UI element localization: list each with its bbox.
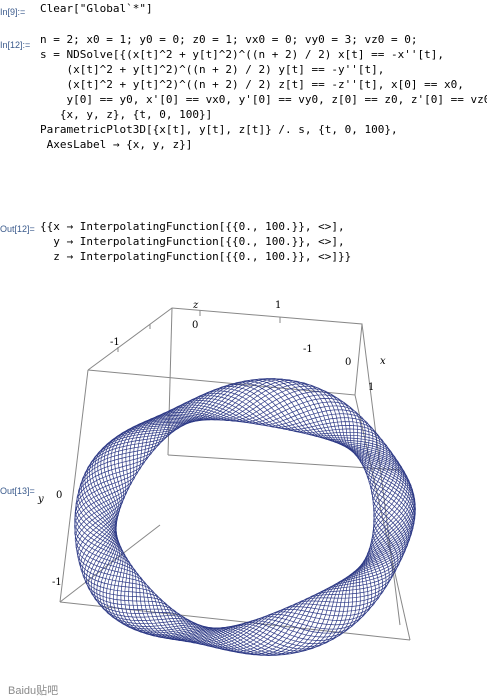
in12-code-line-1: s = NDSolve[{(x[t]^2 + y[t]^2)^((n + 2) … xyxy=(40,48,444,61)
in12-code-line-7: AxesLabel → {x, y, z}] xyxy=(40,138,193,151)
tick-right-minus1: -1 xyxy=(303,344,313,355)
box-top-face xyxy=(87,307,363,396)
box-edge-front-right xyxy=(354,394,411,641)
trajectory-loop-7 xyxy=(83,378,407,649)
box-edge-bottom-left xyxy=(59,524,161,603)
parametric-plot-3d[interactable]: 0 1 z -1 -1 0 1 x y 0 -1 xyxy=(0,290,487,700)
out12-code-line-0: {{x → InterpolatingFunction[{{0., 100.}}… xyxy=(40,220,345,233)
axis-label-y: y xyxy=(37,494,44,505)
in12-code-line-4: y[0] == y0, x'[0] == vx0, y'[0] == vy0, … xyxy=(40,93,487,106)
trajectory-loop-23 xyxy=(74,394,416,647)
trajectory-loop-8 xyxy=(86,378,404,650)
in12-code-line-6: ParametricPlot3D[{x[t], y[t], z[t]} /. s… xyxy=(40,123,398,136)
code-line-clear[interactable]: Clear["Global`*"] xyxy=(40,2,153,15)
tick-right-0: 0 xyxy=(345,357,351,368)
trajectory-loop-10 xyxy=(90,380,400,652)
trajectory-loop-14 xyxy=(84,388,406,656)
cell-label-in12: In[12]:= xyxy=(0,40,31,50)
trajectory-loop-6 xyxy=(81,378,409,648)
cell-label-out12: Out[12]= xyxy=(0,224,35,234)
trajectory-loop-15 xyxy=(82,390,408,656)
top-axis-ticks xyxy=(117,310,281,352)
tick-top-minus1: -1 xyxy=(110,337,120,348)
baidu-watermark: Baidu贴吧 xyxy=(8,685,59,697)
trajectory-loop-19 xyxy=(76,400,414,655)
trajectory-loop-17 xyxy=(79,395,411,656)
axis-label-z: z xyxy=(192,300,199,311)
tick-z-1: 1 xyxy=(275,300,281,311)
trajectory-loop-18 xyxy=(77,397,413,656)
trajectory-loop-2 xyxy=(76,381,414,644)
trajectory-loop-25 xyxy=(74,388,416,642)
box-edge-back-left xyxy=(167,307,173,456)
trajectory-loop-20 xyxy=(75,402,415,654)
in12-code-line-2: (x[t]^2 + y[t]^2)^((n + 2) / 2) y[t] == … xyxy=(40,63,385,76)
tick-z-0: 0 xyxy=(192,320,198,331)
cell-label-out13: Out[13]= xyxy=(0,486,35,496)
out12-code-line-2: z → InterpolatingFunction[{{0., 100.}}, … xyxy=(40,250,352,263)
input-cell-in12[interactable]: n = 2; x0 = 1; y0 = 0; z0 = 1; vx0 = 0; … xyxy=(40,32,487,152)
trajectory-loop-24 xyxy=(74,391,416,644)
trajectory-loop-22 xyxy=(74,398,416,650)
axis-label-x: x xyxy=(380,356,386,367)
tick-y-0: 0 xyxy=(56,490,62,501)
in12-code-line-0: n = 2; x0 = 1; y0 = 0; z0 = 1; vx0 = 0; … xyxy=(40,33,418,46)
trajectory-loop-11 xyxy=(91,382,399,653)
output-cell-out12: {{x → InterpolatingFunction[{{0., 100.}}… xyxy=(40,219,351,264)
trajectory-loop-16 xyxy=(80,392,410,656)
trajectory-loop-21 xyxy=(74,401,416,652)
box-edge-left xyxy=(59,369,89,603)
cell-label-in9: In[9]:= xyxy=(0,7,26,17)
trajectory-curve xyxy=(74,378,416,656)
out12-code-line-1: y → InterpolatingFunction[{{0., 100.}}, … xyxy=(40,235,345,248)
trajectory-loop-4 xyxy=(78,378,412,646)
box-edge-inner xyxy=(167,454,401,471)
in12-code-line-3: (x[t]^2 + y[t]^2)^((n + 2) / 2) z[t] == … xyxy=(40,78,464,91)
in12-code-line-5: {x, y, z}, {t, 0, 100}] xyxy=(40,108,213,121)
tick-y-minus1: -1 xyxy=(52,577,62,588)
tick-right-1: 1 xyxy=(368,382,374,393)
